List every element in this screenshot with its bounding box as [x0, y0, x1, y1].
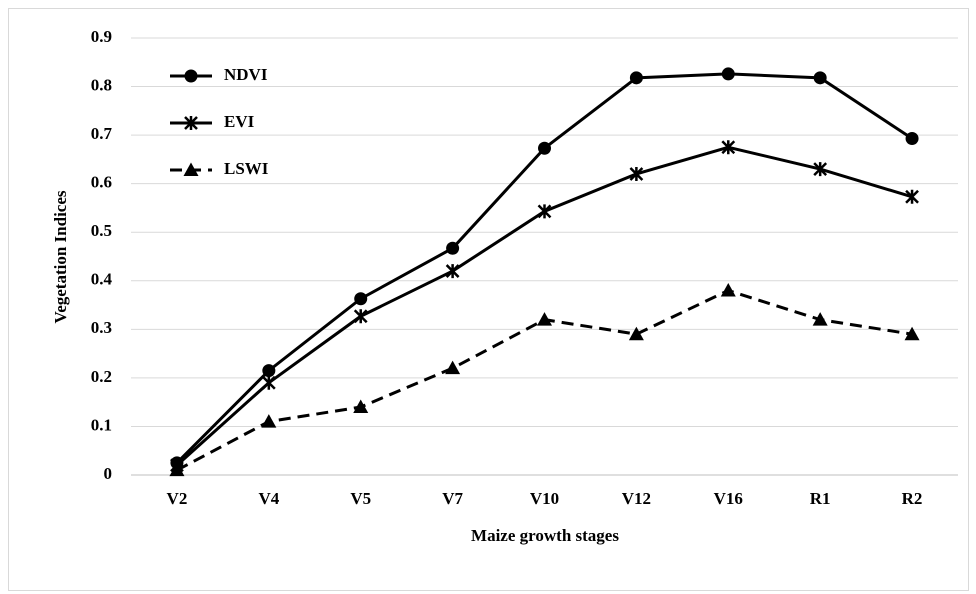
y-axis-title: Vegetation Indices	[51, 190, 70, 323]
marker	[446, 241, 460, 255]
marker	[812, 312, 828, 326]
marker	[537, 312, 552, 326]
marker	[262, 364, 276, 378]
legend-label: LSWI	[224, 159, 269, 178]
x-tick-label: V10	[530, 489, 559, 508]
legend-label: EVI	[224, 112, 255, 131]
marker	[905, 132, 919, 146]
marker	[904, 326, 920, 341]
marker	[905, 189, 919, 204]
y-tick-label: 0.4	[91, 270, 113, 289]
x-tick-label: V2	[167, 489, 188, 508]
x-tick-label: V12	[622, 489, 651, 508]
marker	[628, 326, 644, 341]
marker	[537, 204, 552, 219]
x-tick-label: V4	[258, 489, 279, 508]
marker	[169, 462, 185, 477]
marker	[183, 162, 199, 176]
legend-label: NDVI	[224, 65, 268, 84]
y-tick-label: 0.7	[91, 124, 113, 143]
y-tick-label: 0	[104, 464, 113, 483]
x-tick-label: V16	[714, 489, 743, 508]
marker	[261, 414, 277, 428]
marker	[721, 140, 736, 155]
marker	[353, 309, 368, 324]
x-axis-title: Maize growth stages	[471, 526, 619, 545]
marker	[720, 282, 736, 297]
y-tick-label: 0.5	[91, 221, 112, 240]
marker	[445, 360, 461, 375]
x-tick-label: V7	[442, 489, 463, 508]
y-tick-label: 0.8	[91, 75, 112, 94]
x-tick-label: V5	[350, 489, 371, 508]
y-tick-label: 0.6	[91, 173, 112, 192]
y-tick-label: 0.9	[91, 27, 112, 46]
marker	[538, 141, 551, 155]
x-tick-label: R2	[902, 489, 923, 508]
marker	[184, 69, 198, 83]
marker	[629, 166, 644, 181]
marker	[353, 399, 369, 414]
marker	[445, 264, 460, 279]
chart-border	[8, 8, 969, 591]
x-tick-label: R1	[810, 489, 831, 508]
marker	[813, 162, 828, 177]
y-tick-label: 0.1	[91, 415, 112, 434]
marker	[354, 292, 368, 306]
marker	[629, 71, 643, 85]
marker	[721, 67, 735, 81]
marker	[261, 375, 276, 390]
y-tick-label: 0.2	[91, 367, 112, 386]
marker	[813, 71, 827, 85]
y-tick-label: 0.3	[91, 318, 112, 337]
marker	[184, 116, 198, 130]
